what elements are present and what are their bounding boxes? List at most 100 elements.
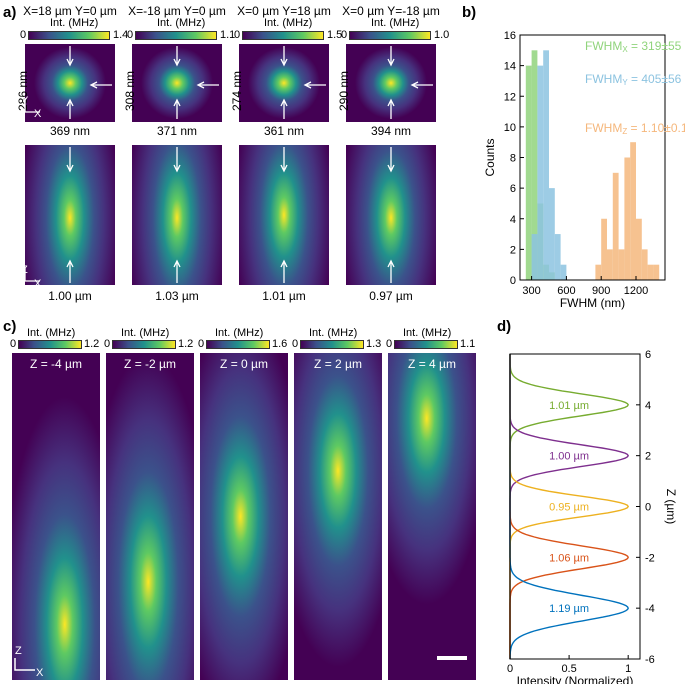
y-tick-label: -6 (645, 654, 655, 666)
histogram-bar (554, 234, 561, 280)
histogram-bar (531, 234, 538, 280)
arrow-head (173, 58, 181, 67)
colorbar-min: 0 (198, 338, 205, 350)
legend-name: FWHM (585, 39, 622, 53)
z-column-5: Int. (MHz) 0 1.1 Z = 4 µm (386, 325, 478, 680)
histogram-bar (653, 264, 660, 280)
legend-sub: Z (622, 127, 627, 136)
x-tick-label: 1200 (624, 285, 648, 297)
colorbar-max: 1.1 (220, 29, 236, 41)
z-slice-image (388, 353, 476, 680)
colorbar-min: 0 (234, 29, 241, 41)
histogram-bar (630, 142, 636, 280)
colorbar (18, 340, 82, 349)
position-label: X=0 µm Y=18 µm (237, 4, 331, 18)
arrow-head (387, 259, 395, 268)
z-label: Z = -4 µm (30, 357, 82, 371)
histogram-bar (601, 218, 607, 280)
legend-name: FWHM (585, 72, 622, 86)
y-tick-label: 12 (504, 91, 516, 103)
fwhm-z-label: 1.01 µm (262, 289, 306, 303)
histogram-bar (607, 249, 613, 280)
arrow-head (280, 259, 288, 268)
axis-indicator-xy (24, 98, 40, 113)
legend-value: = 405±56 nm (628, 72, 685, 86)
arrow-head (280, 164, 288, 173)
legend-name: FWHM (585, 121, 622, 135)
fwhm-x-label: 369 nm (49, 124, 91, 138)
z-label: Z = -2 µm (124, 357, 176, 371)
colorbar-title: Int. (MHz) (403, 327, 452, 339)
z-slice-image (12, 353, 100, 680)
z-slice-image (294, 353, 382, 680)
axis-x-label: X (36, 667, 44, 679)
y-axis-label: Counts (483, 138, 497, 176)
colorbar-max: 1.6 (272, 338, 288, 350)
legend-entry: FWHMX = 319±55 nm (585, 39, 685, 54)
axis-x-label: X (34, 108, 42, 120)
scale-bar (410, 289, 438, 293)
y-tick-label: 10 (504, 122, 516, 134)
axis-y-label: Y (21, 95, 29, 107)
colorbar-max: 1.2 (84, 338, 100, 350)
y-tick-label: 14 (504, 61, 516, 73)
arrow-head (280, 98, 288, 107)
colorbar-max: 1.2 (178, 338, 194, 350)
arrow-head (196, 81, 205, 89)
histogram-bar (549, 188, 555, 280)
z-column-3: Int. (MHz) 0 1.6 Z = 0 µm (198, 325, 290, 680)
x-tick-label: 1 (625, 663, 631, 675)
legend-sub: X (622, 45, 628, 54)
colorbar (242, 31, 324, 40)
position-label: X=-18 µm Y=0 µm (128, 4, 226, 18)
colorbar-title: Int. (MHz) (215, 327, 264, 339)
z-label: Z = 4 µm (408, 357, 456, 371)
z-label: Z = 2 µm (314, 357, 362, 371)
arrow-head (173, 164, 181, 173)
colorbar-min: 0 (104, 338, 111, 350)
panel-c-label: c) (3, 318, 17, 335)
colorbar (349, 31, 431, 40)
colorbar-min: 0 (341, 29, 348, 41)
colorbar-min: 0 (20, 29, 27, 41)
histogram-bar (624, 157, 631, 280)
arrow-head (387, 164, 395, 173)
colorbar-min: 0 (127, 29, 134, 41)
colorbar-max: 1.4 (113, 29, 129, 41)
histogram-bar (636, 218, 642, 280)
arrow-head (173, 259, 181, 268)
arrow-head (66, 259, 74, 268)
position-label: X=18 µm Y=0 µm (23, 4, 117, 18)
colorbar (300, 340, 364, 349)
histogram-bar (543, 50, 549, 280)
intensity-profile-plot: 1.01 µm 1.00 µm 0.95 µm 1.06 µm 1.19 µm 0 0.5 1… (507, 349, 678, 684)
x-tick-label: 0 (507, 663, 513, 675)
fwhm-z-label: 1.00 µm (48, 289, 92, 303)
colorbar-min: 0 (292, 338, 299, 350)
colorbar-max: 1.1 (460, 338, 476, 350)
position-label: X=0 µm Y=-18 µm (342, 4, 440, 18)
colorbar-title: Int. (MHz) (50, 17, 99, 29)
arrow-head (66, 164, 74, 173)
colorbar-title: Int. (MHz) (121, 327, 170, 339)
x-tick-label: 0.5 (561, 663, 576, 675)
histogram-bar (647, 264, 654, 280)
profile-label: 1.01 µm (549, 400, 589, 412)
colorbar-title: Int. (MHz) (27, 327, 76, 339)
z-column-2: Int. (MHz) 0 1.2 Z = -2 µm (104, 325, 196, 680)
histogram-bar (560, 264, 567, 280)
histogram-bar (537, 65, 544, 280)
y-tick-label: 2 (510, 244, 516, 256)
profile-label: 1.06 µm (549, 552, 589, 564)
panel-a-annotations (24, 46, 438, 293)
histogram-bar (531, 50, 538, 280)
y-tick-label: 6 (645, 349, 651, 361)
y-tick-label: 8 (510, 153, 516, 165)
panel-a-label: a) (3, 4, 17, 21)
arrow-head (387, 58, 395, 67)
colorbar-title: Int. (MHz) (157, 17, 206, 29)
histogram-bar (612, 172, 619, 280)
axis-indicator-xz (24, 268, 40, 282)
colorbar-title: Int. (MHz) (371, 17, 420, 29)
